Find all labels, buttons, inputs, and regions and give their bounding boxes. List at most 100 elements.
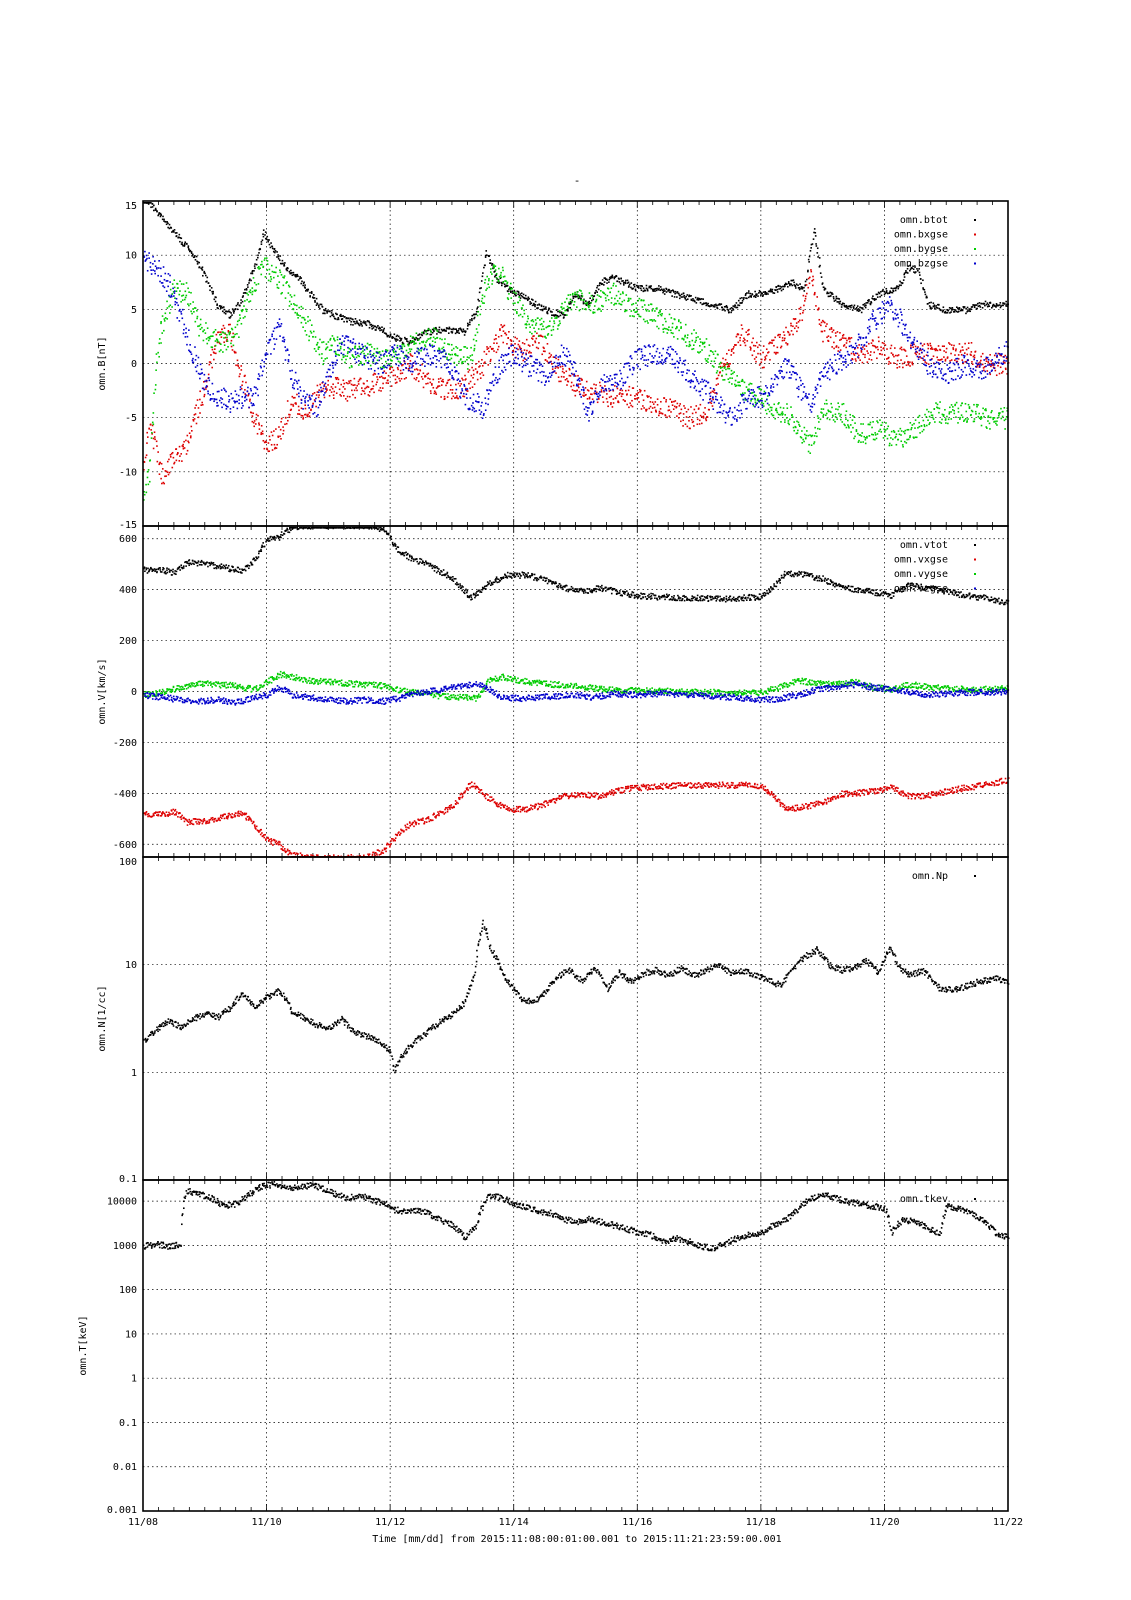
- data-point: [562, 313, 564, 316]
- data-point: [905, 355, 908, 357]
- data-point: [528, 350, 531, 353]
- data-point: [777, 403, 780, 405]
- data-point: [923, 355, 925, 358]
- data-point: [318, 304, 320, 307]
- data-point: [522, 304, 524, 307]
- data-point: [340, 395, 342, 397]
- data-point: [540, 363, 542, 366]
- data-point: [466, 388, 469, 390]
- data-point: [795, 322, 798, 324]
- data-point: [883, 290, 886, 293]
- data-point: [184, 241, 187, 244]
- data-point: [335, 353, 338, 356]
- data-point: [545, 308, 547, 310]
- data-point: [780, 421, 782, 423]
- data-point: [377, 351, 379, 353]
- data-point: [411, 363, 413, 365]
- data-point: [324, 382, 327, 385]
- data-point: [850, 352, 853, 355]
- data-point: [862, 441, 864, 443]
- data-point: [941, 358, 943, 361]
- data-point: [989, 428, 991, 430]
- data-point: [426, 348, 428, 351]
- data-point: [234, 308, 237, 310]
- data-point: [358, 319, 361, 321]
- data-point: [282, 284, 285, 287]
- data-point: [484, 278, 487, 281]
- data-point: [387, 382, 389, 384]
- data-point: [685, 345, 688, 347]
- data-point: [877, 348, 879, 351]
- data-point: [881, 353, 883, 356]
- data-point: [821, 319, 824, 322]
- data-point: [992, 364, 994, 367]
- data-point: [521, 342, 524, 344]
- data-point: [507, 298, 510, 301]
- data-point: [235, 393, 238, 396]
- data-point: [169, 288, 172, 291]
- data-point: [594, 292, 596, 295]
- data-point: [828, 410, 831, 413]
- data-point: [832, 297, 835, 300]
- data-point: [835, 346, 837, 348]
- data-point: [389, 368, 391, 371]
- data-point: [418, 338, 420, 340]
- data-point: [978, 412, 980, 415]
- data-point: [489, 262, 491, 264]
- data-point: [799, 283, 801, 285]
- data-point: [211, 335, 214, 338]
- data-point: [568, 374, 571, 377]
- data-point: [658, 287, 660, 290]
- data-point: [604, 277, 606, 279]
- data-point: [803, 290, 806, 292]
- data-point: [614, 397, 617, 399]
- data-point: [874, 438, 876, 441]
- data-point: [869, 354, 872, 356]
- data-point: [330, 391, 333, 393]
- data-point: [799, 436, 802, 438]
- data-point: [248, 392, 250, 395]
- data-point: [167, 473, 170, 476]
- data-point: [643, 289, 646, 292]
- data-point: [739, 393, 742, 396]
- data-point: [249, 300, 252, 302]
- data-point: [390, 385, 393, 387]
- data-point: [309, 330, 312, 333]
- data-point: [547, 309, 550, 312]
- data-point: [820, 330, 823, 333]
- data-point: [799, 306, 802, 309]
- data-point: [961, 416, 964, 419]
- data-point: [612, 284, 614, 287]
- data-point: [288, 300, 291, 303]
- data-point: [949, 406, 951, 409]
- data-point: [618, 393, 621, 395]
- data-point: [863, 348, 866, 350]
- data-point: [445, 353, 447, 355]
- data-point: [852, 353, 855, 355]
- data-point: [270, 264, 273, 267]
- data-point: [224, 389, 226, 391]
- data-point: [511, 351, 514, 354]
- data-point: [448, 371, 450, 373]
- data-point: [568, 367, 571, 370]
- data-point: [318, 353, 321, 356]
- data-point: [441, 347, 443, 350]
- data-point: [628, 385, 631, 388]
- data-point: [811, 280, 813, 282]
- data-point: [738, 304, 741, 307]
- data-point: [228, 332, 230, 334]
- data-point: [855, 306, 858, 309]
- data-point: [634, 288, 637, 291]
- data-point: [699, 338, 701, 340]
- data-point: [576, 389, 578, 392]
- data-point: [482, 272, 484, 274]
- data-point: [500, 356, 502, 359]
- data-point: [362, 350, 364, 352]
- data-point: [723, 367, 726, 369]
- data-point: [443, 328, 445, 331]
- data-point: [396, 346, 399, 349]
- data-point: [807, 270, 809, 273]
- data-point: [349, 339, 352, 342]
- data-point: [534, 324, 537, 326]
- data-point: [777, 413, 780, 416]
